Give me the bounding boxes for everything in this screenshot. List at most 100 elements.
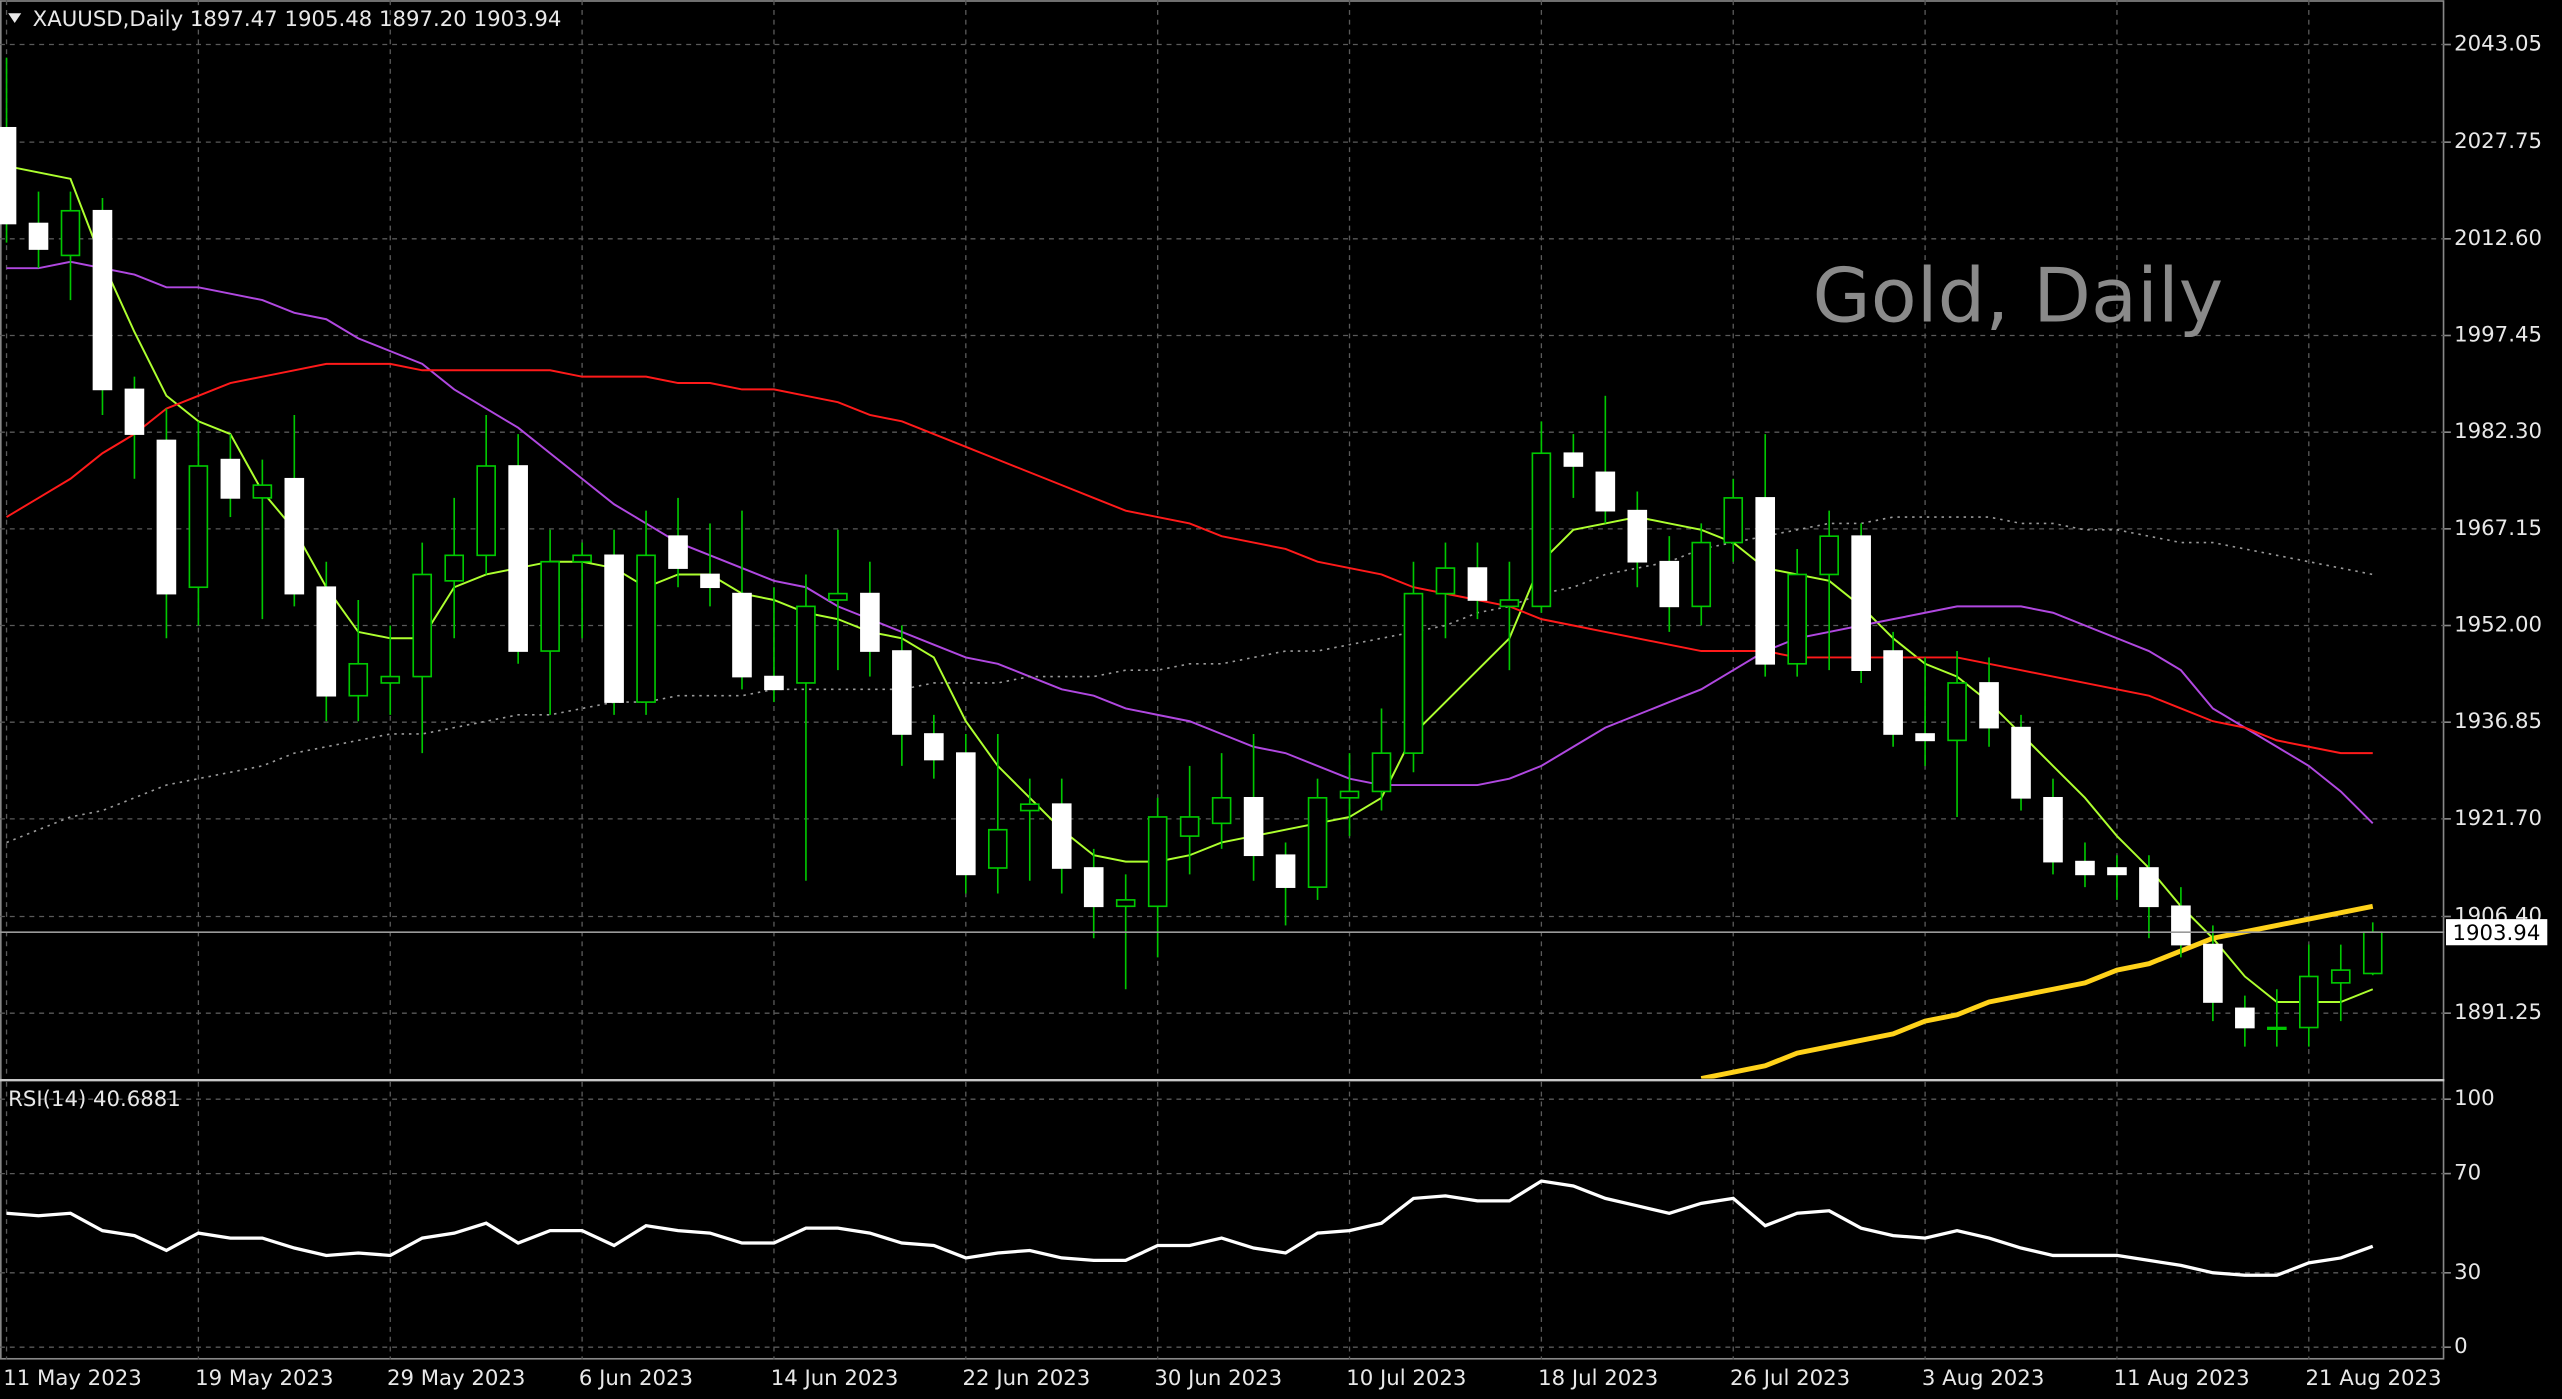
- candle-body: [1435, 567, 1456, 595]
- candle-body: [252, 484, 273, 499]
- candle-body: [2011, 726, 2031, 799]
- candle-body: [892, 650, 912, 735]
- grid: [0, 0, 2445, 1360]
- rsi-line: [6, 1179, 2374, 1277]
- candle-body: [828, 592, 848, 601]
- candle-body: [1851, 535, 1871, 672]
- x-tick-label: 11 Aug 2023: [2114, 1366, 2250, 1391]
- candle-body: [636, 554, 656, 703]
- candle-body: [764, 675, 784, 691]
- candle-body: [0, 126, 17, 225]
- labels: XAUUSD,Daily 1897.47 1905.48 1897.20 190…: [3, 7, 2548, 1391]
- y-tick-label: 1921.70: [2454, 806, 2542, 831]
- candle-body: [1147, 816, 1168, 908]
- y-tick-label: 1997.45: [2454, 323, 2542, 348]
- moving-average-line: [1700, 903, 2374, 1079]
- watermark: Gold, Daily: [1813, 251, 2224, 339]
- y-tick-label: 30: [2454, 1260, 2481, 1285]
- candle-body: [156, 439, 177, 595]
- x-tick-label: 10 Jul 2023: [1346, 1366, 1466, 1391]
- last-price-box: [2445, 919, 2548, 946]
- candle-body: [316, 586, 337, 697]
- candle-body: [1947, 682, 1967, 742]
- x-tick-label: 3 Aug 2023: [1922, 1366, 2045, 1391]
- x-tick-label: 19 May 2023: [195, 1366, 333, 1391]
- candle-body: [188, 465, 209, 589]
- x-tick-label: 26 Jul 2023: [1730, 1366, 1850, 1391]
- candle-body: [1499, 599, 1520, 608]
- y-tick-label: 1982.30: [2454, 419, 2542, 444]
- x-tick-label: 14 Jun 2023: [771, 1366, 899, 1391]
- candle-body: [508, 465, 528, 652]
- candle-body: [2139, 867, 2159, 908]
- candle-body: [1531, 452, 1552, 608]
- candle-body: [2075, 860, 2095, 876]
- y-tick-label: 70: [2454, 1161, 2481, 1186]
- candle-body: [2267, 1026, 2287, 1030]
- candle-body: [220, 458, 241, 499]
- candle-body: [1243, 796, 1264, 857]
- candle-body: [1723, 497, 1744, 544]
- candle-body: [1755, 497, 1776, 665]
- y-tick-label: 1952.00: [2454, 613, 2542, 638]
- candle-body: [1115, 899, 1136, 908]
- candle-body: [476, 465, 496, 557]
- y-tick-label: 2043.05: [2454, 32, 2542, 57]
- y-tick-label: 1936.85: [2454, 709, 2542, 734]
- candle-body: [1595, 471, 1616, 512]
- moving-average-line: [6, 362, 2373, 755]
- candle-body: [732, 592, 752, 678]
- candle-body: [1179, 816, 1200, 837]
- candle-body: [348, 662, 369, 697]
- candle-body: [1979, 682, 1999, 729]
- candle-body: [1563, 452, 1584, 467]
- frame: [0, 0, 2445, 1360]
- candle-body: [1371, 752, 1392, 793]
- candle-body: [1883, 650, 1903, 735]
- candle-body: [1659, 560, 1680, 608]
- moving-average-line: [6, 260, 2374, 825]
- candle-body: [1403, 592, 1424, 754]
- candle-body: [124, 388, 145, 435]
- y-tick-label: 100: [2454, 1086, 2495, 1111]
- candle-body: [2107, 867, 2127, 876]
- candle-body: [2235, 1007, 2255, 1029]
- candle-body: [2362, 931, 2383, 975]
- candle-body: [2203, 943, 2223, 1003]
- y-tick-label: 2027.75: [2454, 129, 2542, 154]
- candle-body: [1307, 796, 1328, 888]
- price-panel: [0, 57, 2445, 1079]
- candle-body: [380, 675, 401, 684]
- y-tick-label: 1891.25: [2454, 1000, 2542, 1025]
- candle-body: [1211, 796, 1232, 825]
- moving-average-line: [6, 516, 2373, 844]
- candle-body: [2043, 796, 2063, 863]
- candle-body: [956, 752, 976, 876]
- candle-body: [796, 605, 816, 684]
- candle-body: [1915, 733, 1935, 742]
- candle-body: [1051, 803, 1072, 869]
- candle-body: [1019, 803, 1040, 812]
- x-tick-label: 21 Aug 2023: [2306, 1366, 2442, 1391]
- candle-body: [2330, 969, 2351, 984]
- x-tick-label: 22 Jun 2023: [963, 1366, 1091, 1391]
- menu-arrow: [8, 13, 22, 24]
- candle-body: [668, 535, 688, 569]
- y-tick-label: 1967.15: [2454, 516, 2542, 541]
- candle-body: [412, 573, 433, 678]
- candle-body: [1275, 854, 1296, 888]
- x-tick-label: 29 May 2023: [387, 1366, 525, 1391]
- candle-body: [924, 733, 944, 761]
- candle-body: [2299, 975, 2319, 1029]
- candle-body: [604, 554, 624, 703]
- rsi-title: RSI(14) 40.6881: [8, 1087, 181, 1112]
- candle-body: [28, 222, 49, 250]
- candle-body: [1819, 535, 1839, 576]
- candle-body: [92, 209, 113, 391]
- x-tick-label: 18 Jul 2023: [1538, 1366, 1658, 1391]
- chart-title: XAUUSD,Daily 1897.47 1905.48 1897.20 190…: [33, 7, 562, 32]
- candle-body: [1083, 867, 1104, 908]
- candle-body: [987, 828, 1008, 869]
- candle-body: [60, 209, 81, 257]
